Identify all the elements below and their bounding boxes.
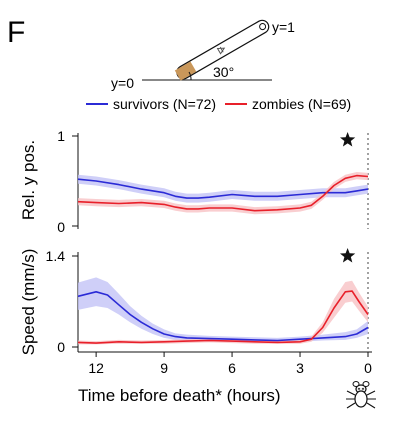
- y-tick-label-max: 1: [57, 128, 65, 144]
- tube-food-plug: [174, 61, 197, 81]
- series-line-zombies: [77, 290, 369, 344]
- tube-top-label: y=1: [272, 19, 295, 35]
- angle-arc: [188, 71, 192, 81]
- tube-cap: [259, 23, 267, 31]
- legend: survivors (N=72) zombies (N=69): [86, 96, 351, 112]
- dead-fly-icon: [346, 381, 376, 409]
- x-tick-label: 9: [160, 360, 168, 376]
- y-tick-label-min: 0: [57, 219, 65, 235]
- series-line-survivors: [77, 178, 369, 199]
- x-axis-label: Time before death* (hours): [78, 386, 281, 405]
- chart-speed: 1.4 0 Speed (mm/s) 12 9 6 3 0: [19, 248, 372, 376]
- x-tick-label: 0: [364, 360, 372, 376]
- series-layer: [77, 248, 369, 345]
- legend-label-zombies: zombies (N=69): [252, 96, 351, 112]
- series-layer: [77, 132, 369, 215]
- panel-letter: F: [7, 16, 25, 49]
- y-axis-label: Speed (mm/s): [19, 249, 38, 356]
- chart-rel-y-pos: 1 0 Rel. y pos.: [19, 128, 369, 235]
- confidence-band-survivors: [78, 277, 368, 344]
- tube-bottom-label: y=0: [111, 75, 134, 91]
- series-line-zombies: [77, 174, 369, 212]
- tube-icon: [174, 19, 270, 81]
- y-tick-label-max: 1.4: [46, 248, 66, 264]
- x-tick-label: 3: [296, 360, 304, 376]
- legend-label-survivors: survivors (N=72): [113, 96, 216, 112]
- star-marker: [340, 132, 356, 147]
- y-tick-label-min: 0: [57, 339, 65, 355]
- x-tick-label: 6: [228, 360, 236, 376]
- confidence-band-survivors: [78, 174, 368, 203]
- x-tick-layer: 12 9 6 3 0: [88, 352, 372, 376]
- series-line-survivors: [77, 290, 369, 342]
- tube-diagram: y=0 y=1 30°: [111, 19, 295, 91]
- fly-icon: [216, 46, 226, 55]
- x-tick-label: 12: [88, 360, 104, 376]
- star-marker: [340, 248, 356, 263]
- y-axis-label: Rel. y pos.: [19, 140, 38, 220]
- angle-label: 30°: [213, 64, 234, 80]
